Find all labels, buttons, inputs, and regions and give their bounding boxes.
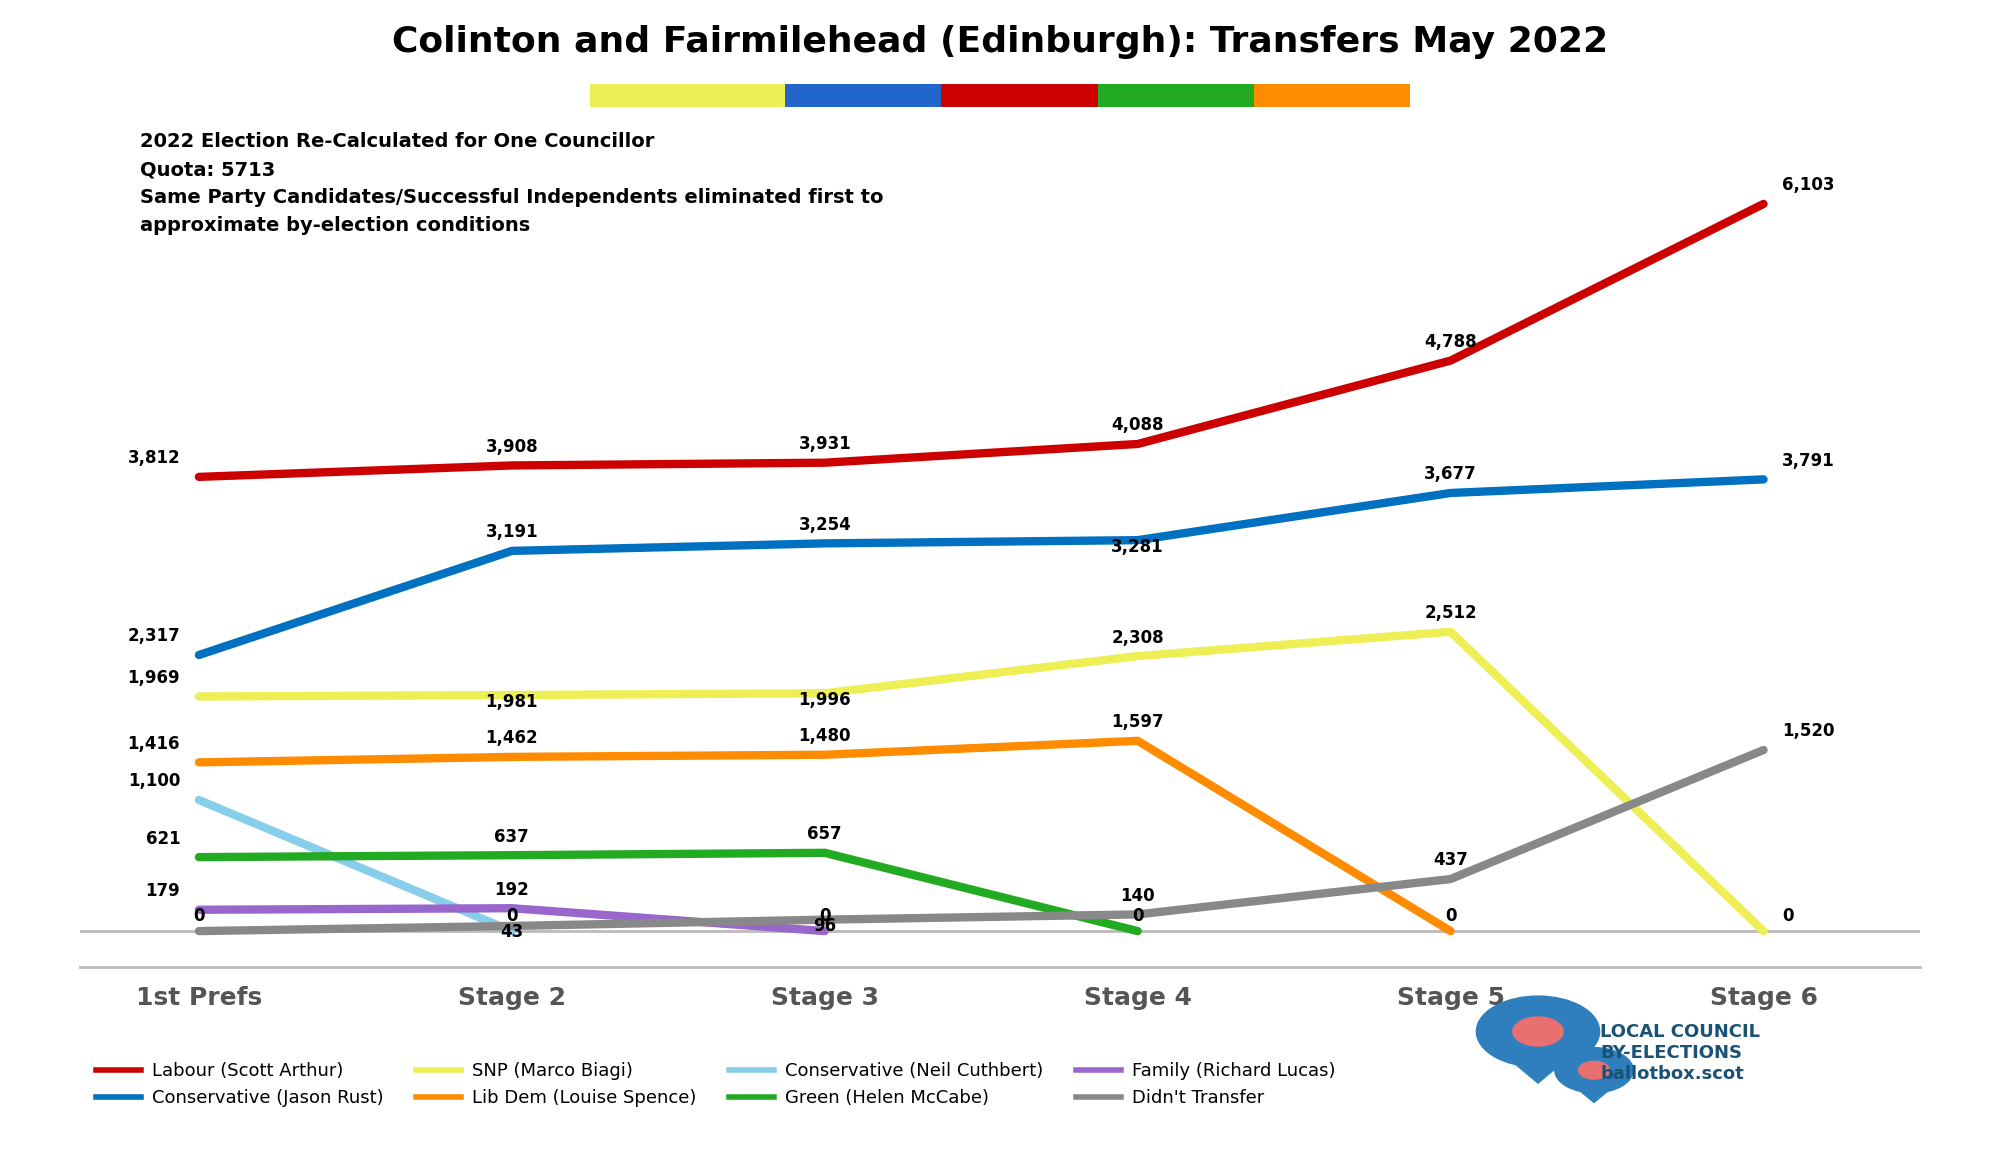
Text: 3,791: 3,791 [1782, 452, 1836, 470]
Text: 637: 637 [494, 828, 530, 846]
Text: 2022 Election Re-Calculated for One Councillor
Quota: 5713
Same Party Candidates: 2022 Election Re-Calculated for One Coun… [140, 132, 884, 235]
Text: Colinton and Fairmilehead (Edinburgh): Transfers May 2022: Colinton and Fairmilehead (Edinburgh): T… [392, 25, 1608, 60]
Text: 0: 0 [1444, 907, 1456, 925]
Text: 1,981: 1,981 [486, 693, 538, 710]
Text: 192: 192 [494, 881, 530, 899]
Circle shape [1578, 1061, 1610, 1080]
Text: 1,597: 1,597 [1112, 714, 1164, 731]
Circle shape [1512, 1017, 1564, 1046]
Text: 1,996: 1,996 [798, 691, 852, 709]
Polygon shape [1554, 1070, 1634, 1103]
Text: 3,677: 3,677 [1424, 465, 1476, 483]
Circle shape [1476, 996, 1600, 1067]
Text: 140: 140 [1120, 887, 1154, 905]
Polygon shape [1476, 1031, 1600, 1083]
Text: 4,788: 4,788 [1424, 333, 1476, 351]
Text: 2,317: 2,317 [128, 627, 180, 646]
Text: 621: 621 [146, 830, 180, 847]
Text: 3,931: 3,931 [798, 435, 852, 453]
Text: 96: 96 [814, 917, 836, 935]
Text: 0: 0 [194, 907, 204, 925]
Text: 3,254: 3,254 [798, 516, 852, 534]
Text: 4,088: 4,088 [1112, 417, 1164, 434]
Text: 2,308: 2,308 [1112, 628, 1164, 647]
Text: 6,103: 6,103 [1782, 176, 1834, 195]
Text: 0: 0 [1132, 907, 1144, 925]
Text: 3,812: 3,812 [128, 449, 180, 467]
Text: 3,908: 3,908 [486, 437, 538, 456]
Circle shape [1554, 1047, 1634, 1092]
Text: 179: 179 [146, 882, 180, 900]
Text: 1,100: 1,100 [128, 772, 180, 791]
Text: 1,480: 1,480 [798, 727, 852, 745]
Text: 0: 0 [1782, 907, 1794, 925]
Text: 0: 0 [820, 907, 830, 925]
Text: 43: 43 [500, 923, 524, 942]
Text: 657: 657 [808, 825, 842, 844]
Text: 3,191: 3,191 [486, 524, 538, 541]
Text: LOCAL COUNCIL
BY-ELECTIONS
ballotbox.scot: LOCAL COUNCIL BY-ELECTIONS ballotbox.sco… [1600, 1023, 1760, 1083]
Text: 1,416: 1,416 [128, 734, 180, 753]
Text: 1,462: 1,462 [486, 730, 538, 747]
Text: 3,281: 3,281 [1112, 538, 1164, 556]
Text: 0: 0 [506, 907, 518, 925]
Text: 1,969: 1,969 [128, 669, 180, 687]
Text: 2,512: 2,512 [1424, 604, 1476, 623]
Text: 1,520: 1,520 [1782, 723, 1834, 740]
Text: 437: 437 [1434, 852, 1468, 869]
Legend: Labour (Scott Arthur), Conservative (Jason Rust), SNP (Marco Biagi), Lib Dem (Lo: Labour (Scott Arthur), Conservative (Jas… [90, 1054, 1342, 1114]
